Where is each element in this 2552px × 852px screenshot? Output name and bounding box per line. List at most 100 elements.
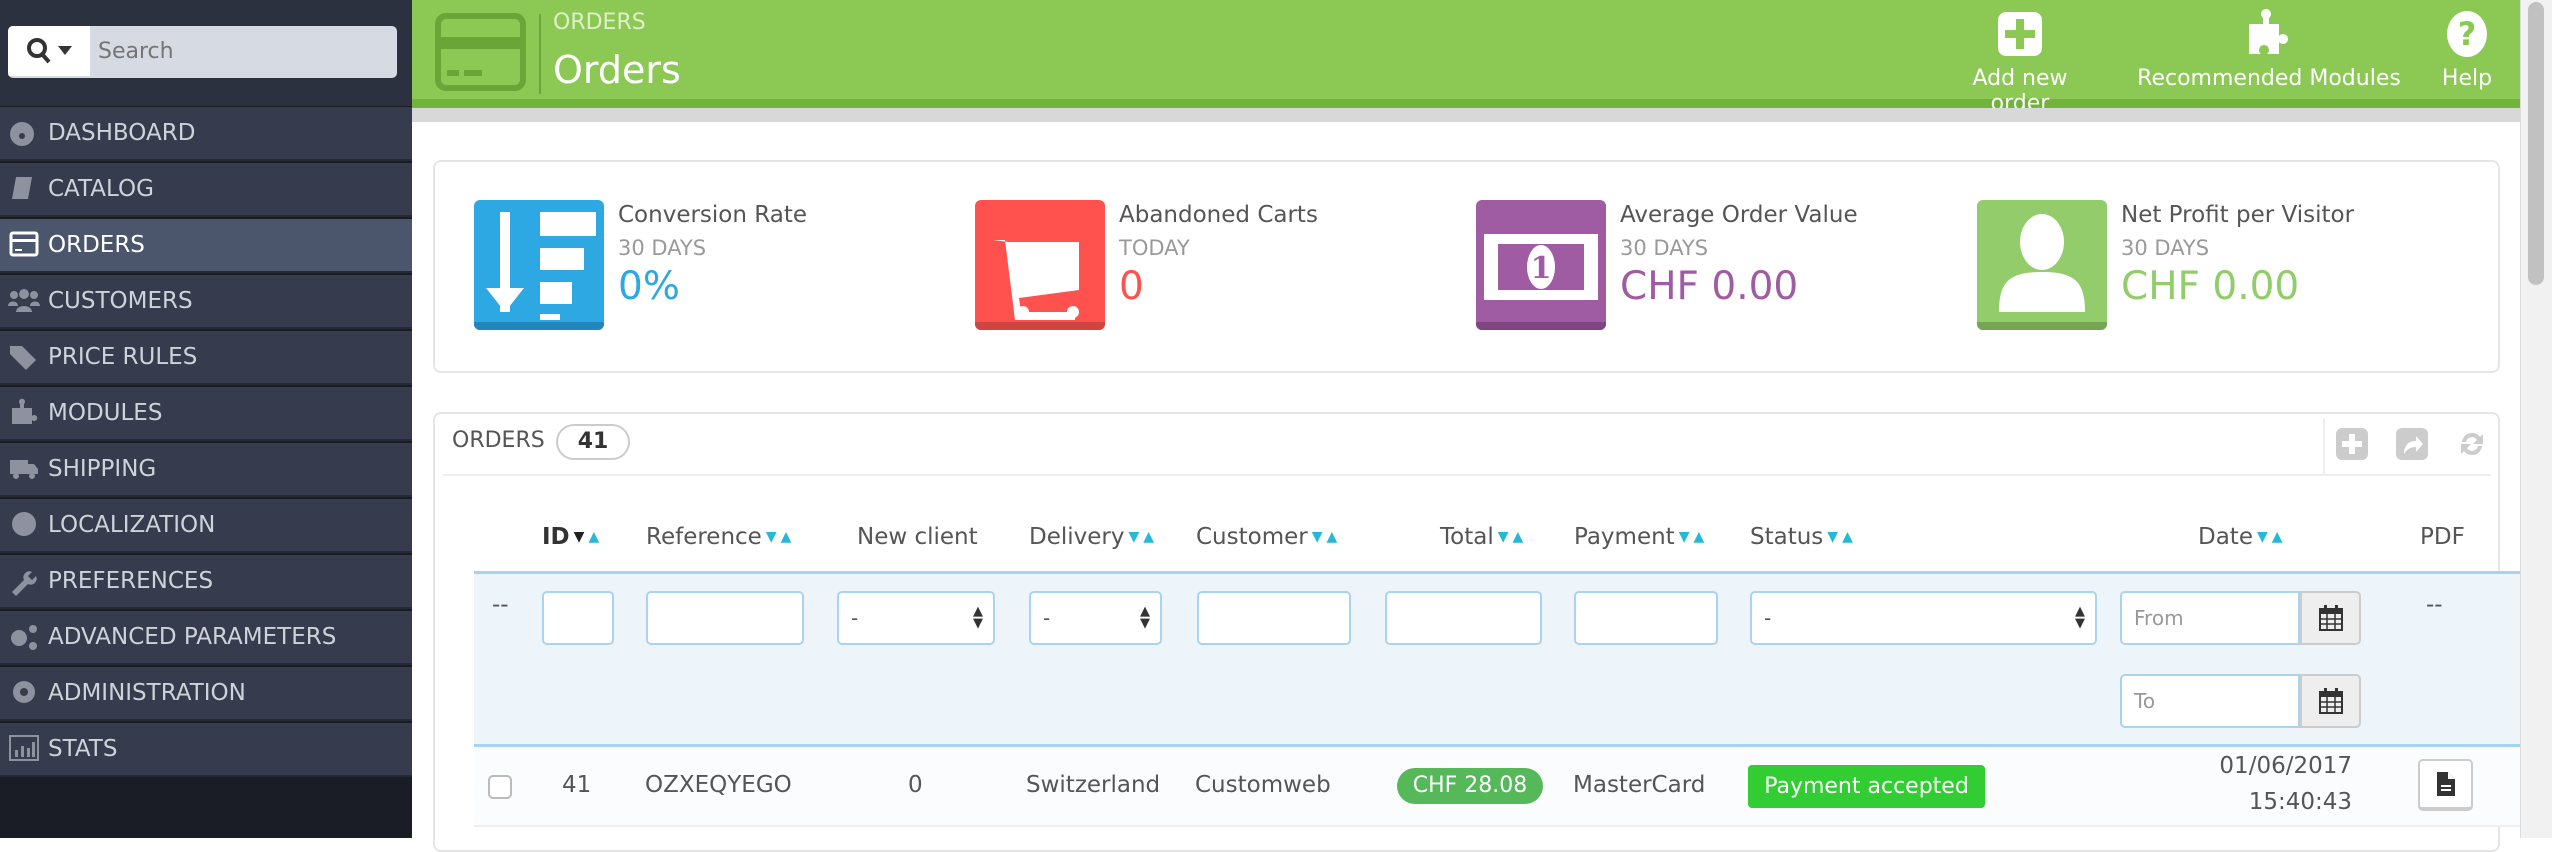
sidebar-item-label: ADVANCED PARAMETERS	[48, 624, 337, 650]
search-icon	[27, 38, 51, 64]
column-label: Status	[1750, 524, 1824, 550]
sort-desc-icon[interactable]: ▼	[1128, 529, 1140, 545]
date-from-input[interactable]: From	[2120, 591, 2300, 645]
wrench-icon	[6, 567, 42, 596]
sort-asc-icon[interactable]: ▲	[1143, 529, 1155, 545]
search-type-dropdown[interactable]	[8, 26, 90, 76]
column-label: Reference	[646, 524, 762, 550]
search-box	[8, 26, 397, 78]
sort-asc-icon[interactable]: ▲	[588, 529, 600, 545]
sidebar-item-label: CATALOG	[48, 176, 154, 202]
filter-id-input[interactable]	[542, 591, 614, 645]
filter-status-select[interactable]: - ▲ ▼	[1750, 591, 2097, 645]
filter-delivery-select[interactable]: - ▲ ▼	[1029, 591, 1162, 645]
kpi-value: CHF 0.00	[1620, 264, 1799, 309]
gear-icon	[6, 679, 42, 707]
date-to-input[interactable]: To	[2120, 674, 2300, 728]
calendar-button[interactable]	[2300, 674, 2361, 728]
select-value: -	[851, 606, 859, 630]
sidebar-item-orders[interactable]: ORDERS	[0, 219, 412, 273]
sidebar-item-label: ORDERS	[48, 232, 145, 258]
toolbar-divider	[2323, 418, 2325, 474]
caret-down-icon	[58, 46, 72, 55]
sort-asc-icon[interactable]: ▲	[780, 529, 792, 545]
sidebar-item-label: ADMINISTRATION	[48, 680, 246, 706]
sidebar-item-label: DASHBOARD	[48, 120, 196, 146]
filter-total-input[interactable]	[1385, 591, 1542, 645]
pdf-button[interactable]	[2418, 759, 2473, 811]
kpi-value: 0%	[618, 264, 680, 309]
add-new-order-button[interactable]: Add new order	[1942, 10, 2098, 116]
sort-desc-icon[interactable]: ▼	[2256, 529, 2268, 545]
filter-payment-input[interactable]	[1574, 591, 1718, 645]
column-header-reference[interactable]: Reference ▼ ▲	[646, 524, 791, 550]
column-header-payment[interactable]: Payment ▼ ▲	[1574, 524, 1704, 550]
sort-desc-icon[interactable]: ▼	[1497, 529, 1509, 545]
column-header-total[interactable]: Total ▼ ▲	[1440, 524, 1523, 550]
select-value: -	[1764, 606, 1772, 630]
calendar-icon	[2318, 605, 2343, 631]
bar-chart-icon	[6, 735, 42, 763]
sidebar-item-preferences[interactable]: PREFERENCES	[0, 555, 412, 609]
scrollbar-thumb[interactable]	[2528, 2, 2544, 285]
orders-panel-title: ORDERS	[452, 428, 545, 453]
sort-desc-icon[interactable]: ▼	[1827, 529, 1839, 545]
book-icon	[6, 175, 42, 203]
file-icon	[2436, 772, 2455, 796]
calendar-icon	[2318, 688, 2343, 714]
kpi-value: CHF 0.00	[2121, 264, 2300, 309]
sidebar-item-administration[interactable]: ADMINISTRATION	[0, 667, 412, 721]
sidebar-item-advanced-parameters[interactable]: ADVANCED PARAMETERS	[0, 611, 412, 665]
sidebar-item-stats[interactable]: STATS	[0, 723, 412, 777]
column-header-delivery[interactable]: Delivery ▼ ▲	[1029, 524, 1154, 550]
sidebar-item-localization[interactable]: LOCALIZATION	[0, 499, 412, 553]
sidebar-item-price-rules[interactable]: PRICE RULES	[0, 331, 412, 385]
column-header-pdf: PDF	[2420, 524, 2465, 550]
sort-asc-icon[interactable]: ▲	[1842, 529, 1853, 545]
kpi-title: Average Order Value	[1620, 202, 1858, 228]
gears-icon	[6, 623, 42, 651]
kpi-average[interactable]: Average Order Value 30 DAYS CHF 0.00	[1620, 202, 1858, 309]
sidebar-item-label: SHIPPING	[48, 456, 157, 482]
recommended-modules-button[interactable]: Recommended Modules	[2132, 8, 2406, 91]
kpi-carts[interactable]: Abandoned Carts TODAY 0	[1119, 202, 1318, 309]
export-icon[interactable]	[2396, 428, 2428, 460]
search-input[interactable]	[98, 26, 388, 76]
sidebar-item-shipping[interactable]: SHIPPING	[0, 443, 412, 497]
sort-asc-icon[interactable]: ▲	[1326, 529, 1338, 545]
kpi-panel	[433, 160, 2500, 373]
filter-new_client-select[interactable]: - ▲ ▼	[837, 591, 995, 645]
sidebar-item-customers[interactable]: CUSTOMERS	[0, 275, 412, 329]
sort-asc-icon[interactable]: ▲	[1693, 529, 1705, 545]
column-header-id[interactable]: ID ▼ ▲	[542, 524, 599, 550]
sort-desc-icon[interactable]: ▼	[573, 529, 585, 545]
order-status-badge[interactable]: Payment accepted	[1748, 765, 1985, 808]
add-icon[interactable]	[2336, 428, 2368, 460]
sort-asc-icon[interactable]: ▲	[1512, 529, 1524, 545]
filter-customer-input[interactable]	[1197, 591, 1351, 645]
column-header-customer[interactable]: Customer ▼ ▲	[1196, 524, 1337, 550]
filter-reference-input[interactable]	[646, 591, 804, 645]
breadcrumb[interactable]: ORDERS	[553, 10, 646, 35]
kpi-conversion[interactable]: Conversion Rate 30 DAYS 0%	[618, 202, 807, 309]
sort-desc-icon[interactable]: ▼	[1311, 529, 1323, 545]
page-header: ORDERS Orders Add new order Recommended …	[412, 0, 2520, 116]
refresh-icon[interactable]	[2456, 428, 2488, 460]
row-checkbox[interactable]	[488, 775, 512, 799]
sort-desc-icon[interactable]: ▼	[765, 529, 777, 545]
sidebar-item-label: LOCALIZATION	[48, 512, 216, 538]
help-button[interactable]: ? Help	[2427, 10, 2507, 91]
sidebar-item-dashboard[interactable]: DASHBOARD	[0, 107, 412, 161]
select-arrows-icon: ▲ ▼	[1140, 604, 1150, 631]
kpi-profit[interactable]: Net Profit per Visitor 30 DAYS CHF 0.00	[2121, 202, 2354, 309]
sidebar-item-catalog[interactable]: CATALOG	[0, 163, 412, 217]
orders-count-badge: 41	[556, 424, 630, 460]
column-header-status[interactable]: Status ▼ ▲	[1750, 524, 1853, 550]
sort-asc-icon[interactable]: ▲	[2271, 529, 2283, 545]
calendar-button[interactable]	[2300, 591, 2361, 645]
column-header-date[interactable]: Date ▼ ▲	[2198, 524, 2283, 550]
sort-desc-icon[interactable]: ▼	[1678, 529, 1690, 545]
header-shadow	[412, 108, 2520, 122]
sidebar-item-modules[interactable]: MODULES	[0, 387, 412, 441]
sidebar-item-label: STATS	[48, 736, 118, 762]
